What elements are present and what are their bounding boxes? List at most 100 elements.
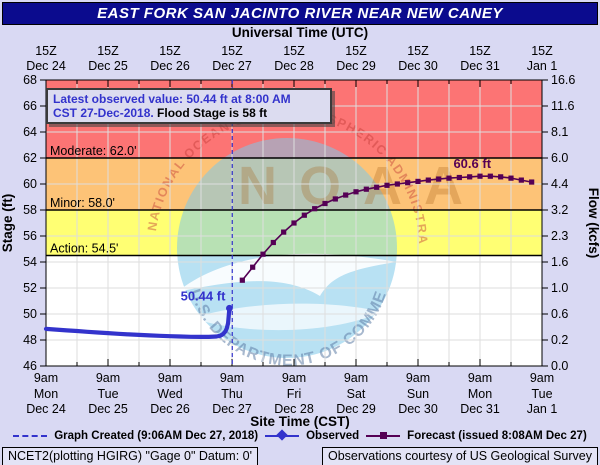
svg-text:Mon: Mon [34,387,58,401]
svg-text:9am: 9am [96,371,120,385]
svg-text:9am: 9am [468,371,492,385]
flow-axis-label: Flow (kcfs) [586,188,600,259]
page-title: EAST FORK SAN JACINTO RIVER NEAR NEW CAN… [2,2,598,25]
legend-forecast-label: Forecast (issued 8:08AM Dec 27) [407,430,587,442]
svg-text:15Z: 15Z [159,44,181,58]
graph-created-line-sample [13,435,48,437]
svg-text:9am: 9am [34,371,58,385]
site-time-axis-title: Site Time (CST) [250,414,350,429]
svg-text:Sun: Sun [407,387,429,401]
svg-text:Wed: Wed [157,387,183,401]
svg-text:Jan 1: Jan 1 [527,59,558,73]
legend-observed-label: Observed [306,430,360,442]
svg-text:15Z: 15Z [221,44,243,58]
svg-text:48: 48 [23,333,37,347]
svg-text:56: 56 [23,229,37,243]
legend-created-label: Graph Created (9:06AM Dec 27, 2018) [54,430,259,442]
svg-text:Dec 25: Dec 25 [88,402,128,416]
svg-text:4.4: 4.4 [551,177,568,191]
svg-text:9am: 9am [220,371,244,385]
gage-info-box: NCET2(plotting HGIRG) "Gage 0" Datum: 0' [2,447,258,465]
svg-text:15Z: 15Z [345,44,367,58]
threshold-label-moderate: Moderate: 62.0' [50,144,136,158]
svg-text:Dec 26: Dec 26 [150,402,190,416]
svg-text:68: 68 [23,73,37,87]
threshold-label-minor: Minor: 58.0' [50,196,115,210]
svg-text:Tue: Tue [97,387,118,401]
svg-text:Dec 27: Dec 27 [212,402,252,416]
svg-text:0.6: 0.6 [551,307,568,321]
svg-text:0.2: 0.2 [551,333,568,347]
svg-text:9am: 9am [158,371,182,385]
svg-text:66: 66 [23,99,37,113]
latest-observed-annotation: Latest observed value: 50.44 ft at 8:00 … [46,88,332,124]
svg-text:64: 64 [23,125,37,139]
svg-text:15Z: 15Z [97,44,119,58]
series-observed [43,304,233,339]
svg-text:9am: 9am [344,371,368,385]
svg-text:15Z: 15Z [283,44,305,58]
series-forecast [239,173,535,283]
svg-text:Dec 25: Dec 25 [88,59,128,73]
svg-text:Jan 1: Jan 1 [527,402,558,416]
svg-text:8.1: 8.1 [551,125,568,139]
svg-text:Dec 24: Dec 24 [26,59,66,73]
svg-text:3.2: 3.2 [551,203,568,217]
svg-text:Tue: Tue [531,387,552,401]
svg-text:1.6: 1.6 [551,255,568,269]
svg-text:Fri: Fri [287,387,302,401]
svg-text:Dec 30: Dec 30 [398,402,438,416]
annotation-line1: Latest observed value: 50.44 ft at 8:00 … [53,92,291,106]
utc-axis-title: Universal Time (UTC) [231,25,369,40]
svg-text:Dec 29: Dec 29 [336,402,376,416]
svg-text:9am: 9am [282,371,306,385]
threshold-label-action: Action: 54.5' [50,242,118,256]
observations-credit-box: Observations courtesy of US Geological S… [321,447,598,465]
svg-text:Sat: Sat [347,387,366,401]
svg-text:2.3: 2.3 [551,229,568,243]
svg-text:1.0: 1.0 [551,281,568,295]
observed-diamond-icon [276,429,288,441]
svg-text:Dec 28: Dec 28 [274,402,314,416]
noaa-letters-watermark: NOAA [238,156,485,216]
svg-text:9am: 9am [406,371,430,385]
svg-text:9am: 9am [530,371,554,385]
observed-line-sample [265,429,300,441]
svg-text:16.6: 16.6 [551,73,575,87]
point-label: 50.44 ft [181,288,226,303]
svg-text:Dec 24: Dec 24 [26,402,66,416]
annotation-line2: CST 27-Dec-2018. Flood Stage is 58 ft [53,106,325,120]
svg-text:15Z: 15Z [469,44,491,58]
svg-text:15Z: 15Z [407,44,429,58]
svg-text:Dec 29: Dec 29 [336,59,376,73]
annotation-flood-stage: Flood Stage is 58 ft [153,106,268,120]
svg-text:Dec 28: Dec 28 [274,59,314,73]
svg-text:Thu: Thu [221,387,243,401]
svg-text:58: 58 [23,203,37,217]
annotation-date: CST 27-Dec-2018. [53,106,154,120]
chart-legend: Graph Created (9:06AM Dec 27, 2018) Obse… [0,429,600,442]
forecast-line-sample [366,432,401,439]
axes [40,79,548,367]
svg-text:62: 62 [23,151,37,165]
svg-text:0.0: 0.0 [551,359,568,373]
svg-text:11.6: 11.6 [551,99,574,113]
svg-text:52: 52 [23,281,37,295]
svg-text:Dec 31: Dec 31 [460,59,500,73]
svg-text:15Z: 15Z [531,44,553,58]
svg-text:Dec 30: Dec 30 [398,59,438,73]
svg-text:50: 50 [23,307,37,321]
svg-text:15Z: 15Z [35,44,57,58]
svg-text:6.0: 6.0 [551,151,568,165]
svg-text:54: 54 [23,255,37,269]
svg-text:Dec 26: Dec 26 [150,59,190,73]
svg-text:Dec 31: Dec 31 [460,402,500,416]
stage-axis-label: Stage (ft) [0,194,15,253]
svg-text:46: 46 [23,359,37,373]
flood-thresholds: Action: 54.5' Minor: 58.0' Moderate: 62.0' [46,144,542,257]
forecast-square-icon [380,432,388,439]
svg-text:Dec 27: Dec 27 [212,59,252,73]
